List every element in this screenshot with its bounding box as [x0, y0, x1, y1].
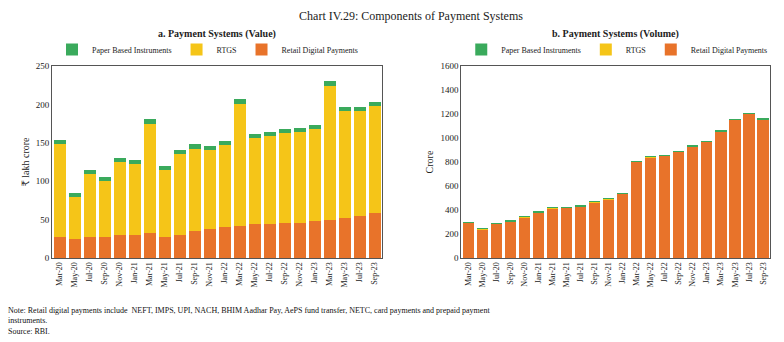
svg-text:₹ lakh crore: ₹ lakh crore: [20, 137, 31, 187]
svg-text:1200: 1200: [440, 109, 459, 119]
svg-text:Mar-21: Mar-21: [145, 262, 154, 286]
svg-text:Jan-23: Jan-23: [702, 262, 711, 283]
svg-text:a. Payment Systems (Value): a. Payment Systems (Value): [158, 28, 276, 40]
svg-text:Jan-21: Jan-21: [534, 262, 543, 283]
svg-text:Jul-20: Jul-20: [85, 262, 94, 282]
svg-text:Nov-20: Nov-20: [115, 262, 124, 286]
svg-text:Jul-21: Jul-21: [175, 262, 184, 282]
svg-text:Mar-20: Mar-20: [464, 262, 473, 286]
svg-text:Sep-23: Sep-23: [759, 262, 768, 285]
svg-text:Jan-22: Jan-22: [618, 262, 627, 283]
svg-text:Paper Based Instruments: Paper Based Instruments: [92, 46, 172, 55]
svg-text:May-22: May-22: [646, 262, 655, 287]
svg-text:May-23: May-23: [340, 262, 349, 287]
svg-text:100: 100: [36, 176, 50, 186]
svg-text:Jan-22: Jan-22: [220, 262, 229, 283]
svg-text:Mar-22: Mar-22: [235, 262, 244, 286]
svg-text:250: 250: [36, 61, 50, 71]
svg-text:150: 150: [36, 138, 50, 148]
svg-text:Mar-20: Mar-20: [55, 262, 64, 286]
svg-text:Sep-21: Sep-21: [590, 262, 599, 285]
svg-text:400: 400: [445, 205, 459, 215]
svg-text:1600: 1600: [440, 61, 459, 71]
svg-text:May-21: May-21: [562, 262, 571, 287]
svg-text:Jul-22: Jul-22: [660, 262, 669, 282]
svg-text:Nov-22: Nov-22: [688, 262, 697, 286]
svg-text:600: 600: [445, 181, 459, 191]
svg-text:Nov-21: Nov-21: [205, 262, 214, 286]
svg-text:0: 0: [45, 253, 50, 263]
svg-text:Chart IV.29: Components of Pay: Chart IV.29: Components of Payment Syste…: [299, 9, 523, 23]
svg-text:Sep-20: Sep-20: [506, 262, 515, 285]
svg-text:Retail Digital Payments: Retail Digital Payments: [282, 46, 358, 55]
svg-text:Sep-23: Sep-23: [370, 262, 379, 285]
svg-text:1000: 1000: [440, 133, 459, 143]
svg-text:Paper Based Instruments: Paper Based Instruments: [501, 46, 581, 55]
svg-text:RTGS: RTGS: [217, 46, 237, 55]
svg-text:May-20: May-20: [478, 262, 487, 287]
svg-text:May-22: May-22: [250, 262, 259, 287]
svg-text:Nov-20: Nov-20: [520, 262, 529, 286]
svg-text:1400: 1400: [440, 85, 459, 95]
svg-text:May-23: May-23: [731, 262, 740, 287]
svg-text:May-20: May-20: [70, 262, 79, 287]
svg-text:RTGS: RTGS: [626, 46, 646, 55]
svg-text:50: 50: [40, 215, 50, 225]
svg-text:Retail Digital Payments: Retail Digital Payments: [691, 46, 767, 55]
svg-text:Jan-21: Jan-21: [130, 262, 139, 283]
svg-text:May-21: May-21: [160, 262, 169, 287]
svg-text:Jul-20: Jul-20: [492, 262, 501, 282]
svg-text:Sep-22: Sep-22: [280, 262, 289, 285]
svg-text:Sep-22: Sep-22: [674, 262, 683, 285]
svg-text:Jul-21: Jul-21: [576, 262, 585, 282]
svg-text:200: 200: [36, 100, 50, 110]
svg-text:Crore: Crore: [424, 150, 435, 173]
svg-text:800: 800: [445, 157, 459, 167]
svg-text:Jul-23: Jul-23: [355, 262, 364, 282]
svg-text:200: 200: [445, 229, 459, 239]
svg-text:Nov-22: Nov-22: [295, 262, 304, 286]
svg-text:b. Payment Systems (Volume): b. Payment Systems (Volume): [552, 28, 679, 40]
svg-text:Nov-21: Nov-21: [604, 262, 613, 286]
svg-text:Mar-23: Mar-23: [716, 262, 725, 286]
svg-text:Mar-23: Mar-23: [325, 262, 334, 286]
svg-text:Jul-22: Jul-22: [265, 262, 274, 282]
svg-text:Sep-21: Sep-21: [190, 262, 199, 285]
svg-text:Note: Retail digital payments: Note: Retail digital payments include NE…: [8, 306, 490, 336]
svg-text:Jan-23: Jan-23: [310, 262, 319, 283]
svg-text:Mar-22: Mar-22: [632, 262, 641, 286]
svg-text:0: 0: [454, 253, 459, 263]
svg-text:Jul-23: Jul-23: [745, 262, 754, 282]
svg-text:Sep-20: Sep-20: [100, 262, 109, 285]
svg-text:Mar-21: Mar-21: [548, 262, 557, 286]
